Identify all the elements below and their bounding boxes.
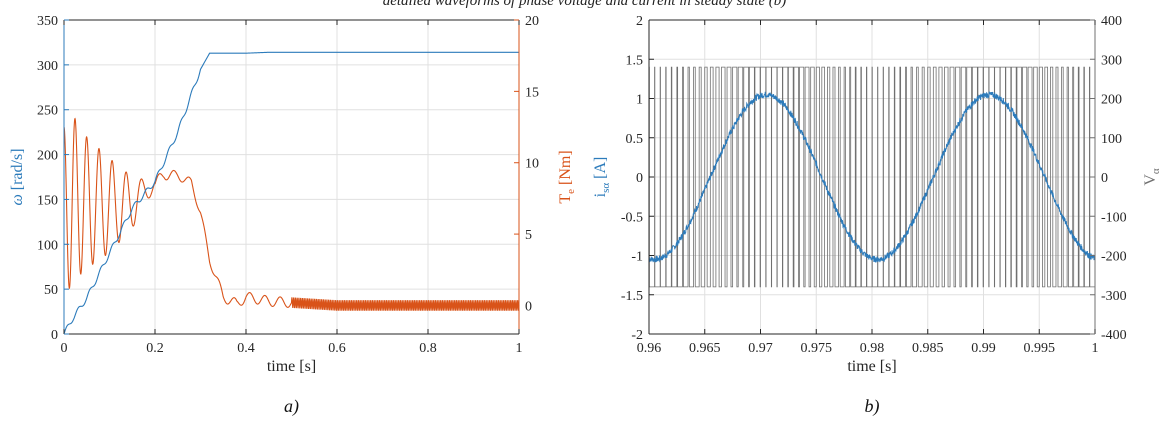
left-tick-label: 250 bbox=[37, 104, 58, 119]
right-tick-label: -300 bbox=[1101, 289, 1127, 304]
left-axis-label-symbol: ω bbox=[9, 194, 26, 205]
panel-b: 0.96 0.965 0.97 0.975 0.98 0.985 0.99 0.995 1 -2 -… bbox=[592, 14, 1162, 417]
right-axis-label-sub: α bbox=[1150, 168, 1162, 174]
left-axis-label-main: i bbox=[592, 192, 609, 197]
panel-a: 0 0.2 0.4 0.6 0.8 105010015020025030035005101… bbox=[9, 14, 577, 417]
current-series-line bbox=[648, 91, 1096, 263]
right-tick-label: 0 bbox=[1101, 171, 1108, 186]
x-tick-label: 0.965 bbox=[689, 341, 721, 356]
left-tick-label: 1.5 bbox=[626, 53, 644, 68]
left-tick-label: -2 bbox=[631, 328, 643, 343]
x-tick-label: 1 bbox=[1092, 341, 1099, 356]
left-axis-label-unit: [A] bbox=[592, 157, 609, 183]
x-tick-label: 0.98 bbox=[860, 341, 885, 356]
left-tick-label: 50 bbox=[44, 283, 58, 298]
left-tick-label: 300 bbox=[37, 59, 58, 74]
left-axis-label-sub: sα bbox=[600, 183, 612, 193]
x-tick-label: 0.99 bbox=[971, 341, 996, 356]
panel-label: b) bbox=[865, 396, 880, 417]
left-axis-label: ω [rad/s] bbox=[9, 148, 26, 205]
left-tick-label: 150 bbox=[37, 193, 58, 208]
right-tick-label: 400 bbox=[1101, 14, 1122, 29]
x-tick-label: 0.975 bbox=[801, 341, 833, 356]
left-tick-label: 0 bbox=[636, 171, 643, 186]
right-tick-label: 300 bbox=[1101, 53, 1122, 68]
x-tick-label: 0.4 bbox=[237, 341, 255, 356]
right-tick-label: 20 bbox=[525, 14, 539, 29]
left-tick-label: 2 bbox=[636, 14, 643, 29]
torque-series-line bbox=[63, 117, 520, 311]
x-axis-label: time [s] bbox=[847, 358, 896, 375]
right-tick-label: 10 bbox=[525, 157, 539, 172]
x-tick-label: 0.985 bbox=[912, 341, 944, 356]
right-tick-label: -400 bbox=[1101, 328, 1127, 343]
left-axis-label: isα [A] bbox=[592, 157, 612, 198]
right-tick-label: -200 bbox=[1101, 250, 1127, 265]
x-tick-label: 1 bbox=[516, 341, 523, 356]
left-tick-label: 1 bbox=[636, 93, 643, 108]
left-tick-label: 200 bbox=[37, 149, 58, 164]
right-tick-label: -100 bbox=[1101, 210, 1127, 225]
left-tick-label: 350 bbox=[37, 14, 58, 29]
right-tick-label: 0 bbox=[525, 299, 532, 314]
right-tick-label: 15 bbox=[525, 85, 539, 100]
left-tick-label: 0.5 bbox=[626, 132, 644, 147]
x-tick-label: 0.8 bbox=[419, 341, 437, 356]
right-axis-label: Te [Nm] bbox=[557, 150, 577, 203]
right-tick-label: 5 bbox=[525, 228, 532, 243]
right-axis-label-sub: e bbox=[565, 189, 577, 194]
right-tick-label: 100 bbox=[1101, 132, 1122, 147]
x-tick-label: 0 bbox=[61, 341, 68, 356]
x-tick-label: 0.97 bbox=[748, 341, 773, 356]
speed-series-line bbox=[63, 51, 519, 335]
left-tick-label: -0.5 bbox=[621, 210, 643, 225]
figure-top-caption: detailed waveforms of phase voltage and … bbox=[382, 0, 787, 9]
x-tick-label: 0.96 bbox=[637, 341, 662, 356]
x-tick-label: 0.6 bbox=[328, 341, 346, 356]
x-tick-label: 0.2 bbox=[146, 341, 164, 356]
left-axis-label-unit: [rad/s] bbox=[9, 148, 26, 194]
left-tick-label: -1.5 bbox=[621, 289, 643, 304]
x-tick-label: 0.995 bbox=[1024, 341, 1056, 356]
right-tick-label: 200 bbox=[1101, 93, 1122, 108]
left-tick-label: 0 bbox=[51, 328, 58, 343]
right-axis-label: Vα bbox=[1142, 168, 1162, 186]
right-axis-label-main: T bbox=[557, 194, 574, 204]
right-axis-label-unit: [Nm] bbox=[557, 150, 574, 189]
left-tick-label: 100 bbox=[37, 238, 58, 253]
left-tick-label: -1 bbox=[631, 250, 643, 265]
panel-label: a) bbox=[284, 396, 299, 417]
pwm-voltage-series-line bbox=[648, 66, 1096, 288]
right-axis-label-main: V bbox=[1142, 174, 1159, 186]
x-axis-label: time [s] bbox=[267, 358, 316, 375]
